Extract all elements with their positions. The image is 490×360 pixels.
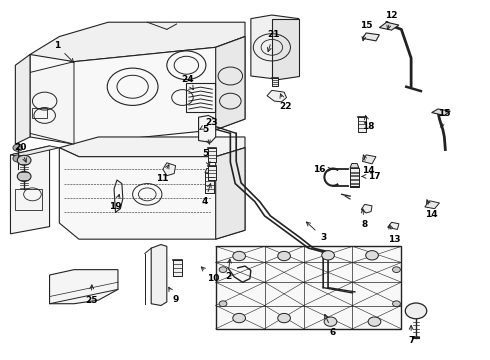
Circle shape [366, 251, 378, 260]
Circle shape [324, 317, 337, 326]
Polygon shape [379, 22, 399, 30]
Text: 8: 8 [361, 209, 368, 229]
Polygon shape [59, 137, 245, 157]
Polygon shape [216, 37, 245, 130]
Polygon shape [49, 270, 118, 304]
Circle shape [392, 267, 400, 273]
Text: 6: 6 [324, 314, 336, 337]
Polygon shape [10, 146, 49, 234]
Bar [205, 173, 214, 193]
Text: 15: 15 [438, 109, 451, 128]
Polygon shape [205, 168, 214, 173]
Text: 2: 2 [225, 259, 231, 281]
Text: 5: 5 [202, 149, 210, 166]
Polygon shape [350, 165, 359, 169]
Circle shape [233, 314, 245, 323]
Circle shape [13, 144, 23, 151]
Text: 9: 9 [169, 287, 179, 303]
Polygon shape [361, 204, 372, 213]
Circle shape [17, 155, 31, 165]
Text: 4: 4 [202, 184, 211, 206]
Text: 24: 24 [181, 75, 194, 90]
Text: 14: 14 [362, 155, 374, 175]
Bar [32, 108, 47, 118]
Text: 18: 18 [362, 116, 374, 131]
Text: 19: 19 [109, 194, 122, 211]
Circle shape [278, 251, 291, 261]
Bar [208, 148, 216, 162]
Bar [350, 168, 359, 186]
Polygon shape [10, 146, 59, 157]
Text: 3: 3 [306, 222, 326, 242]
Circle shape [233, 251, 245, 261]
Circle shape [219, 301, 227, 307]
Polygon shape [163, 163, 175, 176]
Text: 22: 22 [279, 94, 292, 111]
Polygon shape [59, 148, 245, 239]
Polygon shape [267, 90, 287, 102]
Text: 25: 25 [85, 285, 98, 305]
Circle shape [278, 314, 291, 323]
Text: 11: 11 [156, 165, 169, 183]
Circle shape [392, 301, 400, 307]
Text: 21: 21 [267, 30, 280, 51]
Text: 12: 12 [385, 10, 398, 29]
Text: 5: 5 [202, 125, 210, 144]
Polygon shape [425, 201, 440, 209]
Polygon shape [30, 22, 245, 72]
Text: 16: 16 [314, 165, 332, 174]
Polygon shape [15, 54, 30, 144]
Text: 14: 14 [425, 200, 438, 219]
Bar [173, 260, 182, 276]
Bar [208, 166, 216, 180]
Polygon shape [198, 116, 216, 142]
Circle shape [322, 251, 334, 260]
Text: 10: 10 [201, 267, 220, 283]
Bar [350, 169, 359, 187]
Polygon shape [251, 15, 299, 79]
Polygon shape [432, 109, 450, 116]
Text: 20: 20 [14, 143, 26, 162]
Polygon shape [30, 62, 74, 144]
Bar [272, 78, 278, 86]
Polygon shape [350, 163, 359, 168]
Bar [358, 117, 366, 132]
Bar [186, 83, 215, 112]
Bar [15, 189, 42, 211]
Polygon shape [151, 244, 167, 306]
Text: 7: 7 [408, 325, 415, 345]
Polygon shape [30, 37, 245, 144]
Polygon shape [362, 155, 376, 164]
Polygon shape [216, 246, 401, 329]
Polygon shape [362, 33, 379, 41]
Text: 23: 23 [200, 118, 218, 129]
Circle shape [405, 303, 427, 319]
Polygon shape [216, 148, 245, 239]
Circle shape [17, 171, 31, 181]
Text: 15: 15 [360, 21, 372, 41]
Circle shape [368, 317, 381, 326]
Polygon shape [388, 222, 399, 229]
Circle shape [13, 155, 23, 162]
Polygon shape [272, 19, 299, 80]
Text: 13: 13 [388, 225, 401, 244]
Text: 17: 17 [362, 172, 381, 181]
Text: 1: 1 [54, 41, 74, 63]
Circle shape [219, 267, 227, 273]
